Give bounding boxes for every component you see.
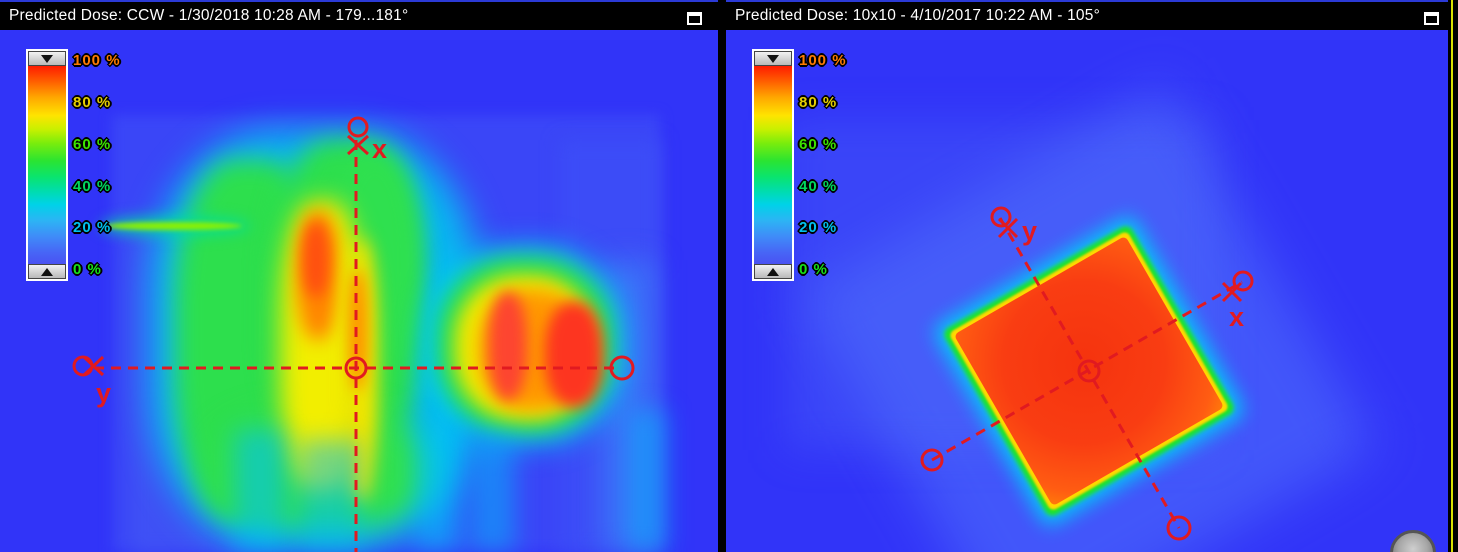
dose-color-scale	[752, 49, 794, 281]
legend-label-20: 20 %	[799, 219, 838, 236]
window-divider	[718, 0, 726, 552]
window-predicted-dose-10x10: Predicted Dose: 10x10 - 4/10/2017 10:22 …	[726, 0, 1448, 552]
triangle-up-icon	[41, 267, 53, 276]
color-scale-gradient	[754, 66, 792, 264]
legend-label-60: 60 %	[799, 136, 838, 153]
titlebar-right[interactable]: Predicted Dose: 10x10 - 4/10/2017 10:22 …	[726, 0, 1448, 30]
scale-min-button[interactable]	[754, 264, 792, 279]
triangle-up-icon	[767, 267, 779, 276]
legend-label-60: 60 %	[73, 136, 112, 153]
legend-label-80: 80 %	[73, 94, 112, 111]
legend-label-40: 40 %	[73, 178, 112, 195]
color-scale-gradient	[28, 66, 66, 264]
dose-fringe	[415, 425, 460, 552]
triangle-down-icon	[767, 54, 779, 63]
maximize-button[interactable]	[1421, 9, 1441, 27]
dose-fringe	[470, 435, 515, 552]
legend-label-100: 100 %	[799, 52, 847, 69]
dose-hotspot-orange	[349, 270, 367, 390]
triangle-down-icon	[41, 54, 53, 63]
y-axis-label: y	[96, 378, 111, 408]
screen-edge-stripe	[1448, 0, 1458, 552]
dose-fringe	[628, 410, 668, 552]
legend-label-0: 0 %	[799, 261, 828, 278]
maximize-button[interactable]	[684, 9, 704, 27]
dose-map-10x10[interactable]: x y 100 % 80 % 60 % 40 % 20 % 0 %	[726, 30, 1448, 552]
dose-map-ccw[interactable]: x y 100 % 80 % 60 % 40 % 20 % 0 %	[0, 30, 718, 552]
window-title: Predicted Dose: CCW - 1/30/2018 10:28 AM…	[9, 7, 409, 24]
window-title: Predicted Dose: 10x10 - 4/10/2017 10:22 …	[735, 7, 1100, 24]
dose-fringe	[300, 440, 360, 552]
scale-max-button[interactable]	[28, 51, 66, 66]
dose-hotspot-red	[545, 302, 603, 407]
maximize-icon	[1423, 11, 1439, 25]
dose-hotspot-red	[489, 292, 527, 400]
y-axis-end-marker	[72, 355, 94, 377]
dose-hotspot-red	[303, 222, 329, 297]
maximize-icon	[686, 11, 702, 25]
scale-min-button[interactable]	[28, 264, 66, 279]
legend-label-100: 100 %	[73, 52, 121, 69]
legend-label-20: 20 %	[73, 219, 112, 236]
y-axis-cross-icon	[82, 355, 105, 377]
legend-label-0: 0 %	[73, 261, 102, 278]
dose-fringe	[235, 430, 285, 552]
dose-color-scale	[26, 49, 68, 281]
dose-streak-core	[104, 222, 242, 230]
legend-label-80: 80 %	[799, 94, 838, 111]
titlebar-left[interactable]: Predicted Dose: CCW - 1/30/2018 10:28 AM…	[0, 0, 718, 30]
scale-max-button[interactable]	[754, 51, 792, 66]
window-predicted-dose-ccw: Predicted Dose: CCW - 1/30/2018 10:28 AM…	[0, 0, 718, 552]
gauge-fragment	[1390, 530, 1436, 552]
legend-label-40: 40 %	[799, 178, 838, 195]
